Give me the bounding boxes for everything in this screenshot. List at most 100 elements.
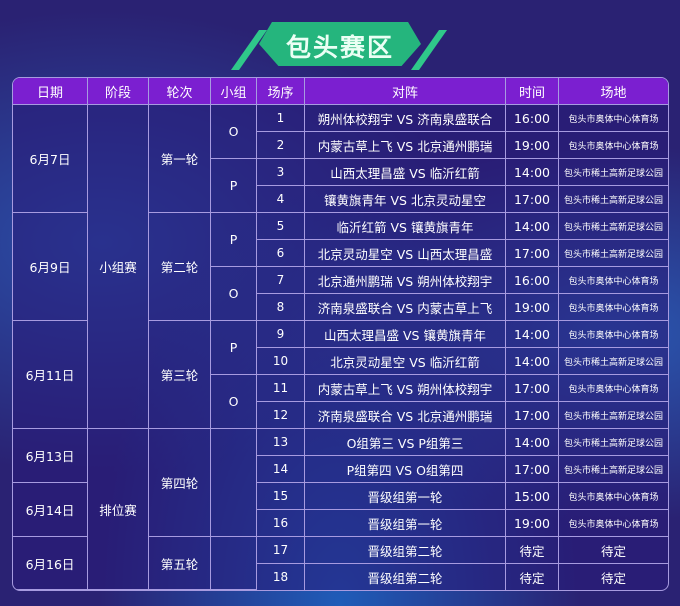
match-number: 14 [257,456,305,483]
group-cell: O [211,375,257,429]
header-match-no: 场序 [257,78,305,105]
match-time: 17:00 [506,456,559,483]
match-number: 3 [257,159,305,186]
group-cell [211,429,257,537]
matchup: 朔州体校翔宇 VS 济南泉盛联合 [305,105,506,132]
round-cell: 第三轮 [149,321,211,429]
venue: 包头市稀土高新足球公园 [559,213,668,240]
venue: 包头市稀土高新足球公园 [559,186,668,213]
table-row: 6月11日 第三轮 P 9 山西太理昌盛 VS 镶黄旗青年 14:00 包头市奥体中心体育场 [13,321,668,429]
venue: 包头市奥体中心体育场 [559,267,668,294]
match-number: 16 [257,510,305,537]
table-row: O 7 北京通州鹏瑞 VS 朔州体校翔宇 16:00 包头市奥体中心体育场 [13,267,668,321]
round-cell: 第一轮 [149,105,211,213]
venue: 包头市稀土高新足球公园 [559,456,668,483]
match-number: 11 [257,375,305,402]
date-cell: 6月14日 [13,483,88,537]
date-cell: 6月13日 [13,429,88,483]
title-background [259,22,421,66]
match-time: 14:00 [506,429,559,456]
header-group: 小组 [211,78,257,105]
venue: 包头市奥体中心体育场 [559,132,668,159]
header-venue: 场地 [559,78,668,105]
match-number: 2 [257,132,305,159]
round-cell: 第五轮 [149,537,211,590]
stage-cell: 排位赛 [88,429,149,590]
match-time: 19:00 [506,294,559,321]
match-time: 待定 [506,564,559,590]
table-row: 16 晋级组第一轮 19:00 包头市奥体中心体育场 [13,510,668,537]
match-time: 17:00 [506,402,559,429]
matchup: 晋级组第一轮 [305,510,506,537]
venue: 包头市奥体中心体育场 [559,510,668,537]
matchup: 晋级组第二轮 [305,537,506,564]
table-row: 6月14日 15 晋级组第一轮 15:00 包头市奥体中心体育场 [13,483,668,537]
match-time: 16:00 [506,105,559,132]
group-cell: P [211,159,257,213]
match-time: 14:00 [506,348,559,375]
match-number: 12 [257,402,305,429]
venue: 包头市奥体中心体育场 [559,294,668,321]
match-time: 17:00 [506,186,559,213]
venue: 包头市奥体中心体育场 [559,375,668,402]
table-row: 6 北京灵动星空 VS 山西太理昌盛 17:00 包头市稀土高新足球公园 [13,240,668,267]
venue: 包头市稀土高新足球公园 [559,240,668,267]
table-row: 12 济南泉盛联合 VS 北京通州鹏瑞 17:00 包头市稀土高新足球公园 [13,402,668,429]
match-number: 6 [257,240,305,267]
header-time: 时间 [506,78,559,105]
date-cell: 6月7日 [13,105,88,213]
matchup: 济南泉盛联合 VS 北京通州鹏瑞 [305,402,506,429]
table-row: 4 镶黄旗青年 VS 北京灵动星空 17:00 包头市稀土高新足球公园 [13,186,668,213]
match-number: 15 [257,483,305,510]
page-title: 包头赛区 [285,33,394,62]
header-stage: 阶段 [88,78,149,105]
table-row: 18 晋级组第二轮 待定 待定 [13,564,668,590]
match-time: 待定 [506,537,559,564]
table-header-row: 日期 阶段 轮次 小组 场序 对阵 时间 场地 [13,78,668,105]
title-badge: 包头赛区 [230,18,448,70]
match-number: 5 [257,213,305,240]
group-cell: O [211,105,257,159]
matchup: 镶黄旗青年 VS 北京灵动星空 [305,186,506,213]
table-row: O 11 内蒙古草上飞 VS 朔州体校翔宇 17:00 包头市奥体中心体育场 [13,375,668,429]
group-cell: P [211,213,257,267]
match-time: 19:00 [506,132,559,159]
venue: 包头市奥体中心体育场 [559,105,668,132]
venue: 包头市奥体中心体育场 [559,483,668,510]
table-row: 6月16日 第五轮 17 晋级组第二轮 待定 待定 [13,537,668,590]
venue: 包头市稀土高新足球公园 [559,348,668,375]
venue: 包头市稀土高新足球公园 [559,402,668,429]
stage-cell: 小组赛 [88,105,149,429]
venue: 包头市稀土高新足球公园 [559,159,668,186]
round-cell: 第二轮 [149,213,211,321]
header-date: 日期 [13,78,88,105]
group-cell [211,537,257,590]
group-cell: O [211,267,257,321]
match-number: 13 [257,429,305,456]
table-row: 2 内蒙古草上飞 VS 北京通州鹏瑞 19:00 包头市奥体中心体育场 [13,132,668,159]
matchup: 晋级组第二轮 [305,564,506,590]
matchup: 北京通州鹏瑞 VS 朔州体校翔宇 [305,267,506,294]
matchup: 北京灵动星空 VS 临沂红箭 [305,348,506,375]
match-time: 16:00 [506,267,559,294]
matchup: 临沂红箭 VS 镶黄旗青年 [305,213,506,240]
match-number: 18 [257,564,305,590]
venue: 包头市稀土高新足球公园 [559,429,668,456]
matchup: P组第四 VS O组第四 [305,456,506,483]
match-time: 14:00 [506,213,559,240]
table-row: P 3 山西太理昌盛 VS 临沂红箭 14:00 包头市稀土高新足球公园 [13,159,668,213]
match-time: 14:00 [506,159,559,186]
venue: 待定 [600,570,626,586]
date-cell: 6月16日 [13,537,88,590]
match-number: 1 [257,105,305,132]
match-time: 19:00 [506,510,559,537]
matchup: O组第三 VS P组第三 [305,429,506,456]
match-number: 4 [257,186,305,213]
header-matchup: 对阵 [305,78,506,105]
matchup: 内蒙古草上飞 VS 北京通州鹏瑞 [305,132,506,159]
matchup: 济南泉盛联合 VS 内蒙古草上飞 [305,294,506,321]
match-time: 17:00 [506,240,559,267]
date-cell: 6月11日 [13,321,88,429]
round-cell: 第四轮 [149,429,211,537]
header-round: 轮次 [149,78,211,105]
